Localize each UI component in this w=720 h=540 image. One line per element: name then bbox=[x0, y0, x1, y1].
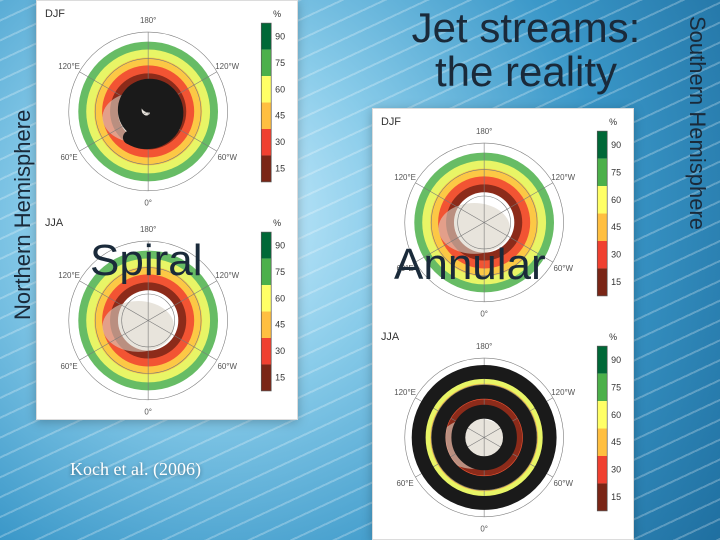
svg-text:120°E: 120°E bbox=[394, 388, 416, 397]
svg-text:45: 45 bbox=[611, 222, 621, 232]
svg-text:60: 60 bbox=[275, 293, 285, 303]
svg-text:JJA: JJA bbox=[45, 217, 64, 229]
axis-label-southern: Southern Hemisphere bbox=[684, 16, 710, 230]
svg-text:60°W: 60°W bbox=[553, 264, 573, 273]
panel-northern: DJF 180° 120°W 60°W 0° 60°E 120°E% 90 75 60 45 30 15… bbox=[36, 0, 298, 420]
svg-text:60: 60 bbox=[275, 84, 285, 94]
svg-text:15: 15 bbox=[611, 277, 621, 287]
title-line2: the reality bbox=[356, 50, 696, 94]
axis-label-northern: Northern Hemisphere bbox=[10, 110, 36, 320]
map-sh-jja: JJA 180° 120°W 60°W 0° 60°E 120°E% 90 75 60 45 30 15 bbox=[373, 324, 633, 539]
svg-text:%: % bbox=[609, 117, 617, 127]
svg-text:120°W: 120°W bbox=[551, 173, 575, 182]
svg-text:30: 30 bbox=[275, 137, 285, 147]
map-sh-djf: DJF180°120°W60°W0°60°E120°E%907560453015 bbox=[373, 109, 633, 324]
svg-text:180°: 180° bbox=[476, 127, 492, 136]
svg-text:%: % bbox=[273, 218, 281, 228]
svg-text:0°: 0° bbox=[144, 199, 152, 208]
svg-text:15: 15 bbox=[275, 373, 285, 383]
title-line1: Jet streams: bbox=[356, 6, 696, 50]
svg-text:60°W: 60°W bbox=[217, 153, 237, 162]
svg-text:45: 45 bbox=[275, 111, 285, 121]
svg-text:60: 60 bbox=[611, 195, 621, 205]
svg-text:120°W: 120°W bbox=[215, 62, 239, 71]
svg-text:15: 15 bbox=[611, 492, 621, 502]
svg-text:120°E: 120°E bbox=[394, 173, 416, 182]
citation: Koch et al. (2006) bbox=[70, 459, 201, 480]
svg-text:75: 75 bbox=[611, 382, 621, 392]
svg-text:30: 30 bbox=[611, 465, 621, 475]
svg-text:0°: 0° bbox=[480, 310, 488, 319]
svg-text:60: 60 bbox=[611, 410, 621, 420]
map-nh-djf: DJF 180° 120°W 60°W 0° 60°E 120°E% 90 75 60 45 30 15 bbox=[37, 1, 297, 210]
svg-text:120°W: 120°W bbox=[215, 271, 239, 280]
svg-text:30: 30 bbox=[611, 250, 621, 260]
svg-text:60°E: 60°E bbox=[60, 362, 77, 371]
label-annular: Annular bbox=[394, 240, 546, 290]
svg-text:0°: 0° bbox=[480, 525, 488, 534]
svg-text:%: % bbox=[273, 9, 281, 19]
svg-text:60°E: 60°E bbox=[60, 153, 77, 162]
svg-text:DJF: DJF bbox=[45, 8, 65, 20]
label-spiral: Spiral bbox=[90, 236, 203, 286]
svg-text:120°E: 120°E bbox=[58, 62, 80, 71]
svg-text:60°E: 60°E bbox=[396, 479, 413, 488]
svg-text:90: 90 bbox=[611, 140, 621, 150]
svg-text:75: 75 bbox=[275, 58, 285, 68]
svg-text:180°: 180° bbox=[476, 342, 492, 351]
svg-text:90: 90 bbox=[275, 31, 285, 41]
svg-text:90: 90 bbox=[275, 240, 285, 250]
svg-text:DJF: DJF bbox=[381, 116, 401, 128]
svg-text:30: 30 bbox=[275, 346, 285, 356]
slide-title: Jet streams: the reality bbox=[356, 6, 696, 94]
svg-text:%: % bbox=[609, 332, 617, 342]
svg-text:0°: 0° bbox=[144, 408, 152, 417]
svg-text:120°W: 120°W bbox=[551, 388, 575, 397]
svg-text:15: 15 bbox=[275, 164, 285, 174]
svg-text:60°W: 60°W bbox=[217, 362, 237, 371]
svg-text:60°W: 60°W bbox=[553, 479, 573, 488]
svg-text:75: 75 bbox=[275, 267, 285, 277]
svg-text:90: 90 bbox=[611, 355, 621, 365]
svg-text:75: 75 bbox=[611, 167, 621, 177]
panel-southern: DJF 180° 120°W 60°W 0° 60°E 120°E% 90 75 60 45 30 15… bbox=[372, 108, 634, 540]
svg-text:120°E: 120°E bbox=[58, 271, 80, 280]
svg-text:45: 45 bbox=[611, 437, 621, 447]
svg-text:180°: 180° bbox=[140, 225, 156, 234]
svg-text:JJA: JJA bbox=[381, 331, 400, 343]
svg-text:180°: 180° bbox=[140, 16, 156, 25]
svg-text:45: 45 bbox=[275, 320, 285, 330]
